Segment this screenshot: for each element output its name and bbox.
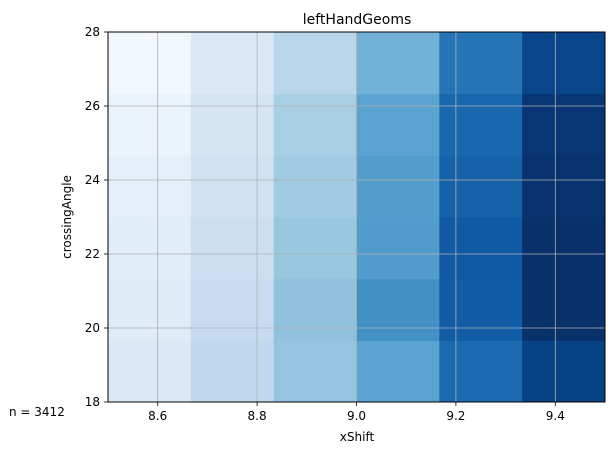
heatmap-cell [190,278,275,341]
x-tick-label: 9.0 [347,409,366,423]
heatmap-cell [273,93,357,156]
heatmap-cell [522,217,606,280]
y-axis-label: crossingAngle [60,175,74,259]
heatmap-cell [108,340,192,403]
x-axis-label: xShift [340,430,375,444]
heatmap-cell [439,340,523,403]
heatmap-cell [356,217,440,280]
heatmap-cell [439,93,523,156]
y-tick-label: 18 [85,395,100,409]
heatmap-cell [439,155,523,218]
y-tick-label: 20 [85,321,100,335]
y-tick-label: 28 [85,25,100,39]
heatmap-cell [108,155,192,218]
y-tick-label: 24 [85,173,100,187]
heatmap-cell [190,217,275,280]
x-tick-label: 9.2 [446,409,465,423]
heatmap-cell [108,93,192,156]
chart-title: leftHandGeoms [303,12,412,28]
heatmap-cell [356,278,440,341]
heatmap-cell [273,340,357,403]
heatmap-cell [190,155,275,218]
heatmap-cell [108,217,192,280]
x-tick-label: 8.6 [148,409,167,423]
heatmap-cell [522,93,606,156]
x-tick-label: 9.4 [546,409,565,423]
heatmap-cell [190,340,275,403]
heatmap-cell [190,32,275,95]
y-axis-ticks: 18 20 22 24 26 28 [85,25,108,409]
heatmap-cell [439,278,523,341]
heatmap-cell [356,340,440,403]
heatmap-cell [356,155,440,218]
heatmap-cell [273,32,357,95]
heatmap-cell [273,217,357,280]
heatmap-cell [439,217,523,280]
heatmap-cell [356,93,440,156]
heatmap-cell [522,278,606,341]
heatmap-cells [108,32,606,403]
heatmap-cell [108,278,192,341]
heatmap-cell [522,32,606,95]
sample-count-annotation: n = 3412 [9,405,65,419]
heatmap-cell [190,93,275,156]
x-tick-label: 8.8 [248,409,267,423]
x-axis-ticks: 8.6 8.8 9.0 9.2 9.4 [148,402,565,423]
heatmap-cell [273,155,357,218]
heatmap-cell [356,32,440,95]
y-tick-label: 26 [85,99,100,113]
heatmap-cell [522,155,606,218]
heatmap-cell [522,340,606,403]
heatmap-cell [439,32,523,95]
y-tick-label: 22 [85,247,100,261]
heatmap-cell [108,32,192,95]
heatmap-cell [273,278,357,341]
